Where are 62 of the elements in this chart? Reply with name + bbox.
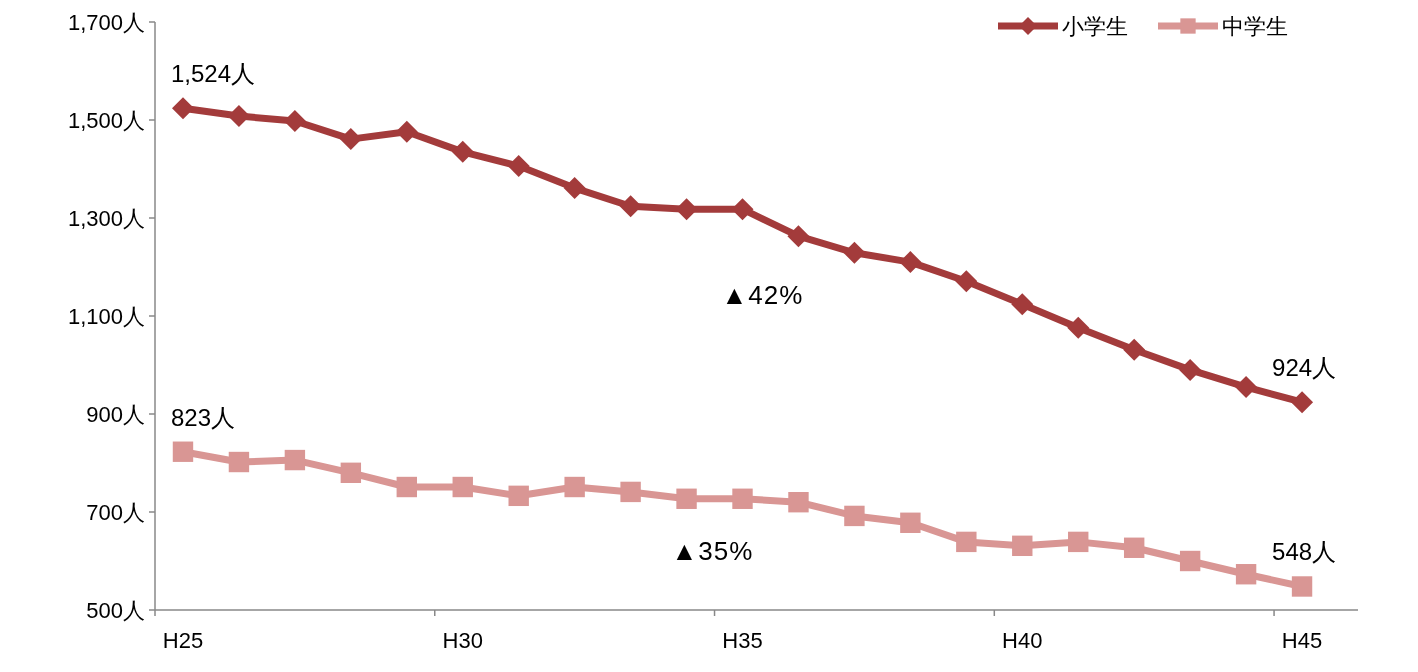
point [899,251,922,274]
point [1291,576,1313,597]
point [227,105,250,128]
legend-label: 中学生 [1222,13,1288,39]
data-label: 1,524人 [170,60,256,88]
point [171,97,194,120]
x-tick-label: H25 [162,628,204,653]
point [844,505,865,527]
point [788,492,809,513]
point [1011,293,1034,316]
point [620,481,641,503]
point [1012,535,1033,557]
data-label: 823人 [170,403,236,431]
point [172,441,194,462]
point [1179,358,1202,381]
x-tick-label: H45 [1281,628,1323,653]
point [1123,338,1146,361]
point [1235,564,1257,585]
point [1067,316,1090,339]
point [228,451,250,473]
y-tick-label: 900人 [86,401,145,427]
point [900,512,921,533]
point [843,241,866,264]
point [340,462,362,483]
point [1068,531,1089,553]
point [339,128,362,151]
point [675,198,698,221]
point [787,225,810,248]
x-tick-label: H35 [722,628,763,653]
data-label: 548人 [1272,538,1337,566]
point [284,449,306,471]
point [395,120,418,143]
x-tick-label: H40 [1002,628,1043,653]
point [676,488,697,509]
y-tick-label: 1,500人 [67,107,145,133]
point [396,476,417,498]
point [731,198,754,221]
point [619,195,642,218]
y-tick-label: 1,700人 [67,9,145,35]
y-tick-label: 500人 [86,597,145,623]
data-label: 924人 [1272,354,1337,382]
y-tick-label: 1,300人 [67,205,145,231]
y-tick-label: 700人 [86,499,145,525]
point [1235,376,1258,399]
point [955,270,978,293]
annotation: ▲42% [721,280,804,311]
point [564,476,585,498]
point [1123,537,1145,558]
point [563,177,586,200]
point [732,488,753,509]
point [507,155,530,178]
annotation: ▲35% [671,535,754,566]
point [451,140,474,163]
point [956,531,977,553]
point [283,109,306,132]
x-tick-label: H30 [442,628,483,653]
legend-label: 小学生 [1062,13,1128,39]
y-tick-label: 1,100人 [67,303,145,329]
point [508,485,529,507]
point [452,476,473,498]
point [1291,391,1314,414]
point [1179,550,1201,572]
